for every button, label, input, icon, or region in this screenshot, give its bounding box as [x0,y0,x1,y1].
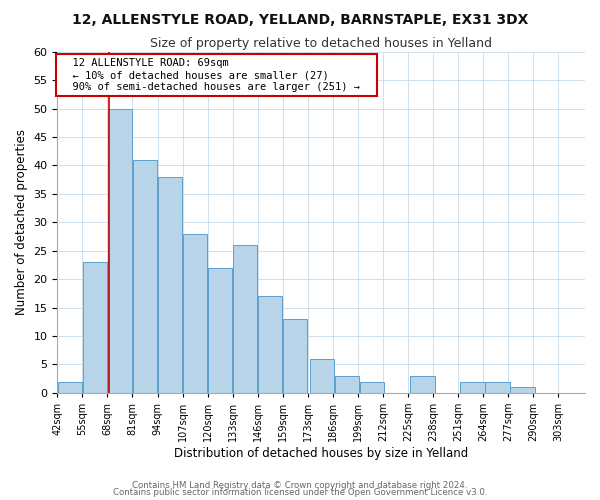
Bar [360,382,385,393]
Bar [460,382,485,393]
Bar [258,296,283,393]
Bar [310,359,334,393]
Title: Size of property relative to detached houses in Yelland: Size of property relative to detached ho… [150,38,492,51]
Bar [283,319,307,393]
Bar [335,376,359,393]
Bar [133,160,157,393]
Bar [58,382,82,393]
Bar [208,268,232,393]
Bar [233,245,257,393]
Text: Contains HM Land Registry data © Crown copyright and database right 2024.: Contains HM Land Registry data © Crown c… [132,480,468,490]
Bar [83,262,107,393]
X-axis label: Distribution of detached houses by size in Yelland: Distribution of detached houses by size … [174,447,469,460]
Bar [183,234,208,393]
Bar [158,177,182,393]
Bar [510,387,535,393]
Text: Contains public sector information licensed under the Open Government Licence v3: Contains public sector information licen… [113,488,487,497]
Text: 12 ALLENSTYLE ROAD: 69sqm  
  ← 10% of detached houses are smaller (27)  
  90% : 12 ALLENSTYLE ROAD: 69sqm ← 10% of detac… [60,58,373,92]
Bar [108,108,132,393]
Y-axis label: Number of detached properties: Number of detached properties [15,130,28,316]
Bar [485,382,509,393]
Text: 12, ALLENSTYLE ROAD, YELLAND, BARNSTAPLE, EX31 3DX: 12, ALLENSTYLE ROAD, YELLAND, BARNSTAPLE… [72,12,528,26]
Bar [410,376,434,393]
